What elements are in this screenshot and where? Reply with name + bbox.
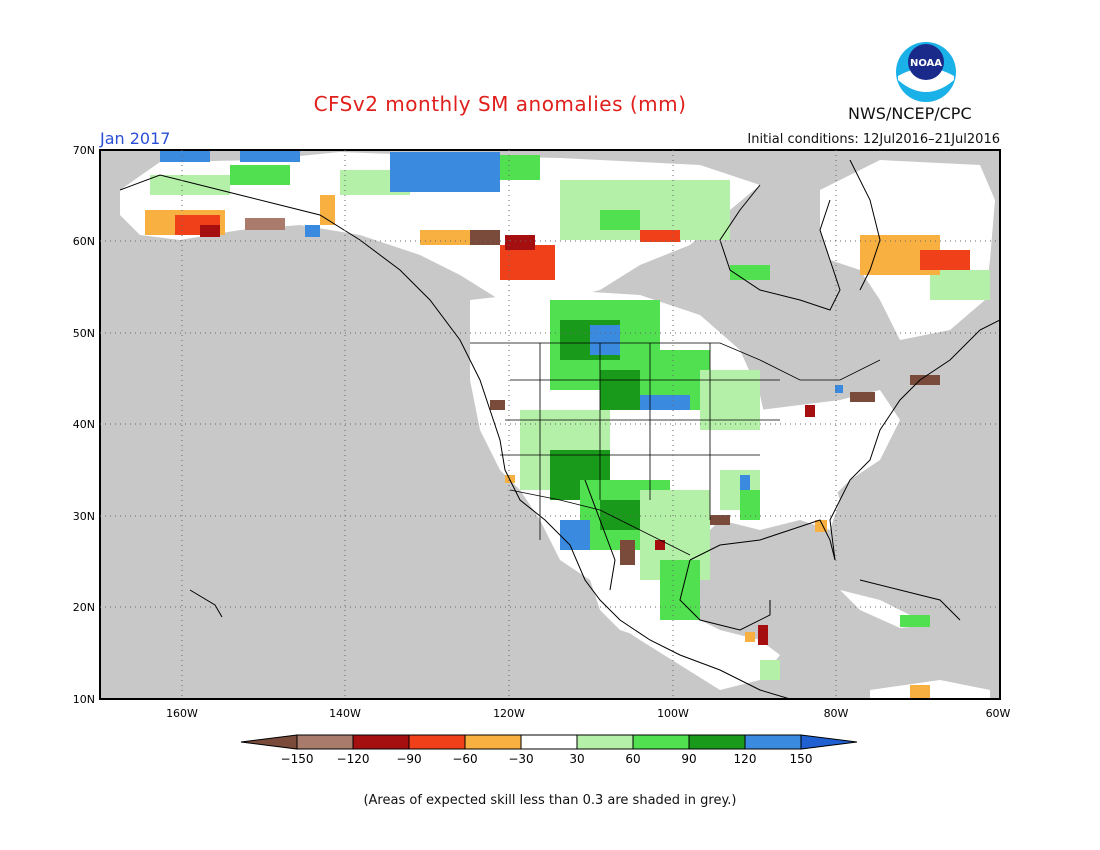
lat-label: 40N bbox=[73, 418, 95, 431]
political-borders bbox=[470, 342, 881, 556]
colorbar-segment bbox=[296, 734, 354, 750]
lat-label: 60N bbox=[73, 235, 95, 248]
colorbar-tick-labels: −150 −120 −90 −60 −30 30 60 90 120 150 bbox=[281, 752, 813, 766]
colorbar-segment bbox=[408, 734, 466, 750]
coastlines bbox=[119, 159, 1000, 699]
colorbar-segment bbox=[464, 734, 522, 750]
map-title: CFSv2 monthly SM anomalies (mm) bbox=[313, 92, 687, 116]
colorbar-tick-label: 30 bbox=[569, 752, 584, 766]
latitude-labels: 70N 60N 50N 40N 30N 20N 10N bbox=[73, 144, 95, 706]
agency-label: NWS/NCEP/CPC bbox=[848, 104, 972, 123]
lat-label: 20N bbox=[73, 601, 95, 614]
lon-label: 120W bbox=[493, 707, 525, 720]
noaa-logo-text: NOAA bbox=[910, 58, 942, 69]
noaa-logo: NOAA bbox=[896, 42, 956, 102]
very-wet-anomaly-patches bbox=[160, 150, 843, 550]
colorbar-tick-label: 120 bbox=[734, 752, 757, 766]
colorbar-segment bbox=[576, 734, 634, 750]
lon-label: 160W bbox=[166, 707, 198, 720]
colorbar-tick-label: −150 bbox=[281, 752, 314, 766]
lon-label: 140W bbox=[329, 707, 361, 720]
lon-label: 60W bbox=[986, 707, 1011, 720]
forecast-month-label: Jan 2017 bbox=[100, 129, 171, 148]
colorbar-tick-label: −90 bbox=[396, 752, 421, 766]
colorbar-segment bbox=[520, 734, 578, 750]
lon-label: 80W bbox=[824, 707, 849, 720]
lon-label: 100W bbox=[657, 707, 689, 720]
lat-label: 30N bbox=[73, 510, 95, 523]
lat-label: 10N bbox=[73, 693, 95, 706]
longitude-labels: 160W 140W 120W 100W 80W 60W bbox=[166, 707, 1010, 720]
dry-anomaly-patches bbox=[145, 195, 970, 699]
colorbar-segment bbox=[352, 734, 410, 750]
lat-label: 50N bbox=[73, 327, 95, 340]
colorbar-tick-label: 60 bbox=[625, 752, 640, 766]
skill-footnote: (Areas of expected skill less than 0.3 a… bbox=[363, 793, 737, 808]
colorbar-tick-label: −120 bbox=[337, 752, 370, 766]
colorbar bbox=[240, 734, 858, 750]
colorbar-segment bbox=[632, 734, 690, 750]
colorbar-tick-label: −60 bbox=[452, 752, 477, 766]
colorbar-segment bbox=[688, 734, 746, 750]
colorbar-segment bbox=[744, 734, 802, 750]
colorbar-arrow-low bbox=[240, 734, 298, 750]
colorbar-tick-label: 90 bbox=[681, 752, 696, 766]
colorbar-tick-label: −30 bbox=[508, 752, 533, 766]
colorbar-arrow-high bbox=[800, 734, 858, 750]
lat-label: 70N bbox=[73, 144, 95, 157]
initial-conditions-label: Initial conditions: 12Jul2016–21Jul2016 bbox=[747, 132, 1000, 147]
colorbar-tick-label: 150 bbox=[790, 752, 813, 766]
graticule bbox=[100, 150, 1000, 699]
